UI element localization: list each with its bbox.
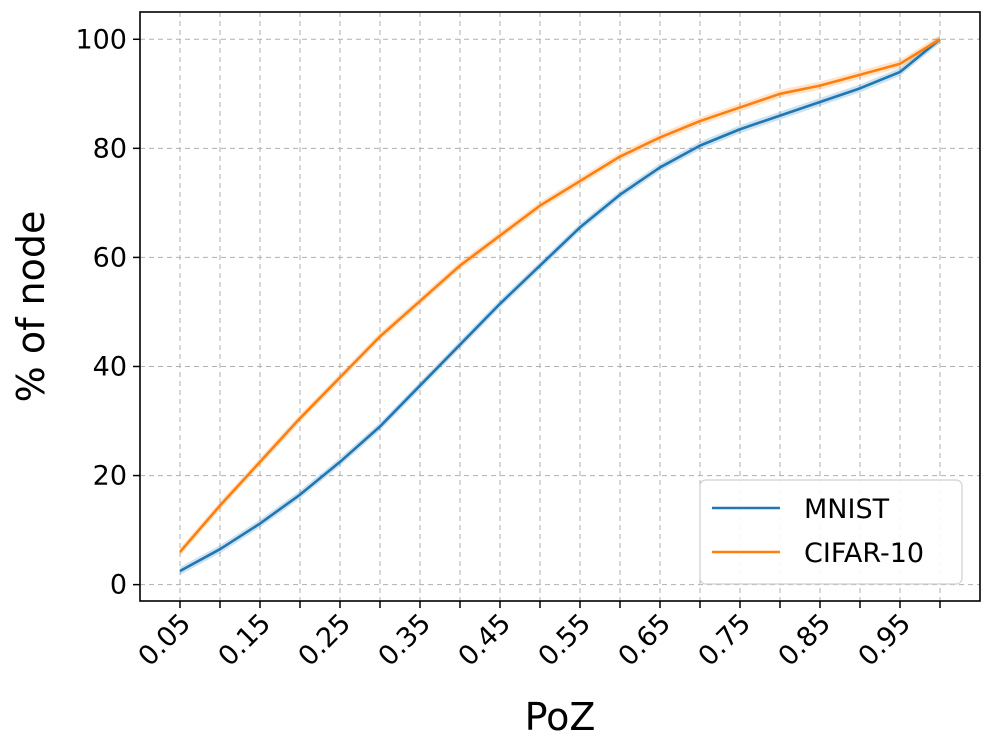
series-band-2	[180, 35, 940, 556]
legend-label-2: CIFAR-10	[804, 538, 924, 569]
series-lines	[179, 38, 941, 573]
x-tick-label: 0.45	[453, 608, 517, 672]
y-tick-label: 40	[93, 351, 127, 382]
x-axis-title: PoZ	[525, 695, 596, 739]
series-line-1	[179, 38, 941, 573]
x-tick-label: 0.85	[773, 608, 837, 672]
x-tick-label: 0.65	[613, 608, 677, 672]
x-tick-label: 0.15	[213, 608, 277, 672]
x-tick-label: 0.95	[853, 608, 917, 672]
legend-label-1: MNIST	[804, 494, 890, 525]
x-axis-ticks: 0.05 0.15 0.25 0.35 0.45 0.55 0.65 0.75 0.85 0.95	[133, 601, 941, 672]
y-tick-label: 100	[75, 24, 127, 55]
series-line-2	[179, 38, 941, 553]
y-tick-label: 80	[93, 133, 127, 164]
x-tick-label: 0.25	[293, 608, 357, 672]
series-band-1	[180, 35, 940, 576]
legend: MNIST CIFAR-10	[699, 479, 963, 585]
y-axis-ticks: 0 20 40 60 80 100	[75, 24, 140, 601]
x-tick-label: 0.55	[533, 608, 597, 672]
y-tick-label: 0	[110, 570, 127, 601]
plot-frame	[139, 11, 981, 602]
y-tick-label: 20	[93, 461, 127, 492]
x-tick-label: 0.35	[373, 608, 437, 672]
y-axis-title: % of node	[9, 211, 53, 403]
legend-box	[699, 479, 963, 585]
y-tick-label: 60	[93, 242, 127, 273]
x-tick-label: 0.05	[133, 608, 197, 672]
x-tick-label: 0.75	[693, 608, 757, 672]
confidence-bands	[180, 35, 940, 576]
